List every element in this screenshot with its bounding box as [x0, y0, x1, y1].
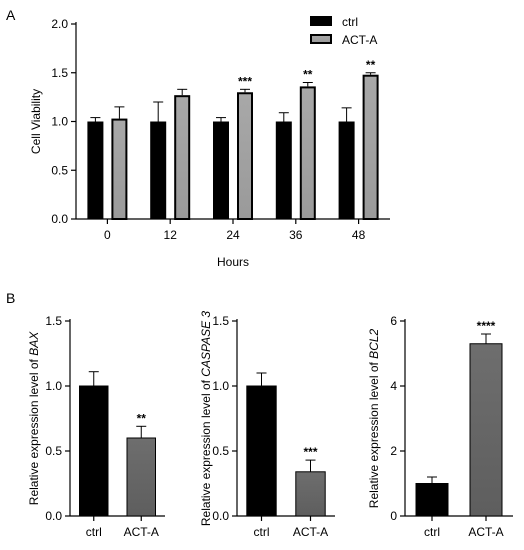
chart-caspase3-y-axis-label: Relative expression level of CASPASE 3	[199, 311, 213, 527]
chart-a-bar-act-a-1	[174, 95, 191, 220]
legend-label-act-a: ACT-A	[342, 33, 377, 47]
chart-bcl2-y-tick-label-0: 0	[390, 509, 397, 523]
panel-label-a: A	[6, 7, 16, 23]
chart-a-bar-act-a-2	[237, 92, 253, 220]
legend-swatch-ctrl	[310, 16, 332, 26]
chart-bax-x-tick-label-1: ACT-A	[124, 525, 159, 539]
chart-a-x-tick-label-2: 24	[226, 228, 240, 242]
chart-caspase3-y-tick-label-2: 1.0	[212, 379, 229, 393]
chart-bcl2-y-axis-label: Relative expression level of BCL2	[367, 328, 381, 508]
chart-a-bar-act-a-0	[111, 118, 128, 220]
chart-a-y-axis-label: Cell Viability	[29, 89, 43, 154]
chart-a-significance-2: ***	[238, 74, 252, 88]
chart-a-y-tick-label-1: 0.5	[51, 163, 68, 177]
chart-a-x-axis-label: Hours	[217, 255, 249, 269]
chart-a-x-tick-label-1: 12	[164, 228, 178, 242]
chart-bcl2-y-tick-label-1: 2	[390, 444, 397, 458]
chart-caspase3-y-tick-label-0: 0.0	[212, 509, 229, 523]
chart-cell-viability: 0.0 0.5 1.0 1.5 2.0 0 12 24 *** 36 ** 48 ** Hours Cell…	[29, 15, 390, 269]
panel-label-b: B	[6, 290, 15, 306]
chart-caspase3-y-tick-label-1: 0.5	[212, 444, 229, 458]
chart-caspase3-significance-1: ***	[303, 445, 317, 459]
chart-caspase3-bar-0	[246, 385, 277, 517]
chart-a-bar-ctrl-1	[150, 121, 167, 219]
chart-bax-bar-0	[79, 385, 109, 517]
chart-bcl2-bar-1	[469, 343, 503, 517]
chart-caspase3-expression: 0.0 0.5 1.0 1.5 ctrl *** ACT-A Relative express…	[199, 311, 335, 539]
legend-label-ctrl: ctrl	[342, 15, 358, 29]
chart-bax-y-tick-label-1: 0.5	[45, 444, 62, 458]
chart-caspase3-y-tick-label-3: 1.5	[212, 314, 229, 328]
chart-a-bar-act-a-4	[362, 74, 379, 220]
chart-a-bar-act-a-3	[299, 86, 316, 221]
chart-bcl2-y-tick-label-2: 4	[390, 379, 397, 393]
chart-bax-y-tick-label-2: 1.0	[45, 379, 62, 393]
chart-bax-y-tick-label-3: 1.5	[45, 314, 62, 328]
chart-bax-y-tick-label-0: 0.0	[45, 509, 62, 523]
chart-a-significance-4: **	[366, 58, 376, 72]
chart-a-y-tick-label-0: 0.0	[51, 212, 68, 226]
chart-bax-bar-1	[126, 437, 156, 517]
chart-bax-significance-1: **	[137, 411, 147, 425]
chart-a-y-tick-label-4: 2.0	[51, 17, 68, 31]
chart-bax-expression: 0.0 0.5 1.0 1.5 ctrl ** ACT-A Relative expressi…	[27, 314, 165, 539]
chart-a-bar-ctrl-3	[275, 121, 292, 219]
chart-bcl2-x-tick-label-1: ACT-A	[468, 525, 503, 539]
chart-bcl2-significance-1: ****	[477, 319, 496, 333]
chart-bcl2-bar-0	[415, 483, 449, 517]
chart-bcl2-expression: 0 2 4 6 ctrl **** ACT-A Relative expression lev…	[367, 314, 513, 539]
chart-a-y-tick-label-2: 1.0	[51, 115, 68, 129]
chart-caspase3-x-tick-label-1: ACT-A	[293, 525, 328, 539]
chart-caspase3-x-tick-label-0: ctrl	[254, 525, 270, 539]
chart-a-x-tick-label-0: 0	[104, 228, 111, 242]
chart-caspase3-bar-1	[295, 471, 326, 517]
chart-a-bar-ctrl-4	[338, 121, 355, 219]
chart-a-bar-ctrl-0	[87, 121, 104, 219]
chart-bcl2-y-tick-label-3: 6	[390, 314, 397, 328]
chart-a-significance-3: **	[303, 68, 313, 82]
chart-a-x-tick-label-3: 36	[289, 228, 303, 242]
chart-a-x-tick-label-4: 48	[352, 228, 366, 242]
chart-a-y-tick-label-3: 1.5	[51, 66, 68, 80]
legend-swatch-act-a	[310, 34, 332, 44]
chart-bcl2-x-tick-label-0: ctrl	[424, 525, 440, 539]
chart-bax-y-axis-label: Relative expression level of BAX	[27, 331, 41, 505]
chart-a-bar-ctrl-2	[213, 121, 229, 219]
chart-bax-x-tick-label-0: ctrl	[86, 525, 102, 539]
